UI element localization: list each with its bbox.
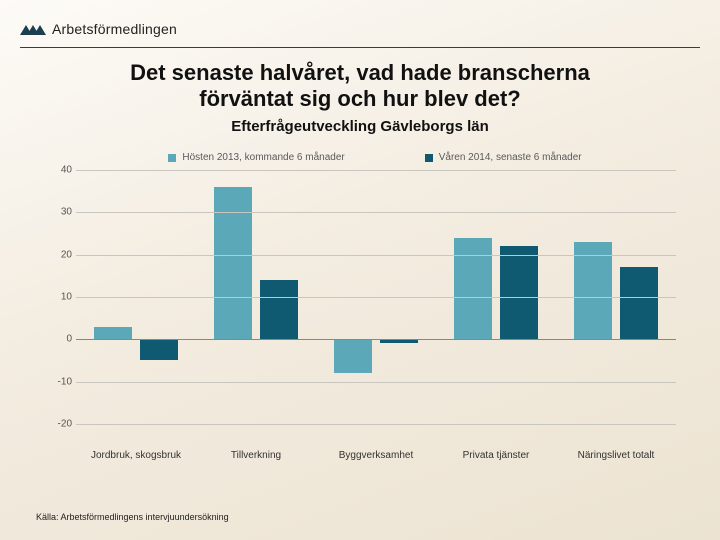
source-note: Källa: Arbetsförmedlingens intervjuunder… bbox=[36, 512, 229, 522]
bar bbox=[94, 327, 132, 340]
title-line-2: förväntat sig och hur blev det? bbox=[60, 86, 660, 112]
bar bbox=[620, 267, 658, 339]
legend-item-2: Våren 2014, senaste 6 månader bbox=[425, 152, 582, 163]
bar-chart: -20-10010203040Jordbruk, skogsbrukTillve… bbox=[48, 170, 678, 470]
y-tick-label: -10 bbox=[50, 376, 72, 387]
bar bbox=[214, 187, 252, 339]
gridline bbox=[76, 212, 676, 213]
bar bbox=[334, 339, 372, 373]
legend-swatch-2 bbox=[425, 154, 433, 162]
bar-groups bbox=[76, 170, 676, 445]
bar-group bbox=[316, 170, 436, 445]
y-tick-label: -20 bbox=[50, 418, 72, 429]
x-tick-label: Jordbruk, skogsbruk bbox=[76, 450, 196, 461]
brand-logo-icon bbox=[20, 23, 46, 35]
x-tick-label: Tillverkning bbox=[196, 450, 316, 461]
bar-group bbox=[556, 170, 676, 445]
gridline bbox=[76, 382, 676, 383]
bar-group bbox=[436, 170, 556, 445]
brand-name: Arbetsförmedlingen bbox=[52, 21, 177, 37]
bar bbox=[260, 280, 298, 339]
bar-group bbox=[196, 170, 316, 445]
y-tick-label: 40 bbox=[50, 165, 72, 176]
chart-legend: Hösten 2013, kommande 6 månader Våren 20… bbox=[90, 152, 660, 163]
legend-label-1: Hösten 2013, kommande 6 månader bbox=[182, 152, 344, 163]
bar bbox=[500, 246, 538, 339]
gridline bbox=[76, 424, 676, 425]
gridline bbox=[76, 297, 676, 298]
gridline bbox=[76, 339, 676, 340]
bar bbox=[140, 339, 178, 360]
bar bbox=[454, 238, 492, 340]
y-tick-label: 30 bbox=[50, 207, 72, 218]
y-tick-label: 0 bbox=[50, 334, 72, 345]
gridline bbox=[76, 170, 676, 171]
gridline bbox=[76, 255, 676, 256]
brand-bar: Arbetsförmedlingen bbox=[20, 14, 700, 48]
slide-title: Det senaste halvåret, vad hade branscher… bbox=[60, 60, 660, 112]
y-tick-label: 10 bbox=[50, 291, 72, 302]
plot-area: -20-10010203040Jordbruk, skogsbrukTillve… bbox=[76, 170, 676, 445]
y-tick-label: 20 bbox=[50, 249, 72, 260]
x-tick-label: Byggverksamhet bbox=[316, 450, 436, 461]
x-tick-label: Näringslivet totalt bbox=[556, 450, 676, 461]
slide-subtitle: Efterfrågeutveckling Gävleborgs län bbox=[60, 118, 660, 135]
bar bbox=[574, 242, 612, 339]
legend-item-1: Hösten 2013, kommande 6 månader bbox=[168, 152, 344, 163]
x-tick-label: Privata tjänster bbox=[436, 450, 556, 461]
title-line-1: Det senaste halvåret, vad hade branscher… bbox=[60, 60, 660, 86]
legend-label-2: Våren 2014, senaste 6 månader bbox=[439, 152, 582, 163]
legend-swatch-1 bbox=[168, 154, 176, 162]
bar-group bbox=[76, 170, 196, 445]
